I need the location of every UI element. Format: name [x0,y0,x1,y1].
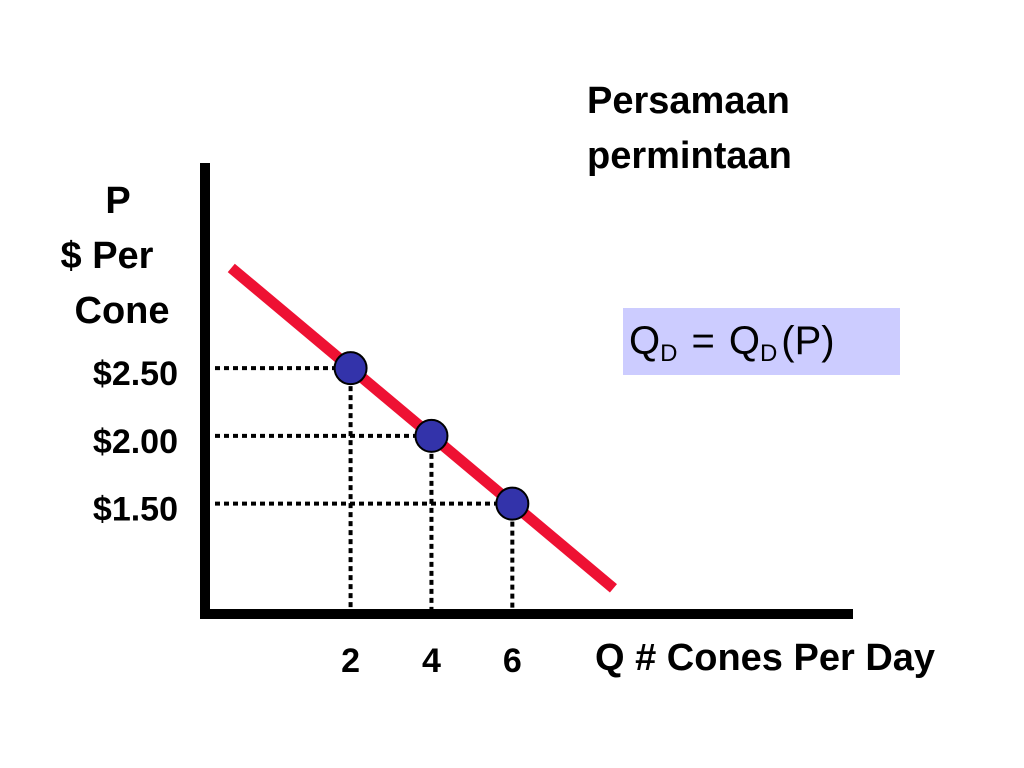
x-tick-label: 4 [422,642,441,680]
x-tick-label: 2 [341,642,360,680]
point [495,486,530,521]
x-axis-label: Q # Cones Per Day [595,637,935,679]
chart-title: permintaan [587,135,792,177]
y-tick-label: $1.50 [93,491,178,529]
point [333,351,368,386]
eq-lhs: Q [629,319,660,363]
equation: QD = QD (P) [629,319,835,368]
x-tick-label: 6 [503,642,522,680]
y-tick-label: $2.00 [93,423,178,461]
y-axis-label: P [105,180,130,222]
y-tick-label: $2.50 [93,355,178,393]
y-axis-label: Cone [75,290,170,332]
eq-op: = [691,319,714,363]
eq-rhs: Q [729,319,760,363]
equation-box [623,308,900,375]
eq-rhs-sub: D [760,340,777,367]
chart-title: Persamaan [587,80,790,122]
eq-lhs-sub: D [660,340,677,367]
y-axis-label: $ Per [61,235,154,277]
point [414,418,449,453]
eq-arg: (P) [781,319,834,363]
